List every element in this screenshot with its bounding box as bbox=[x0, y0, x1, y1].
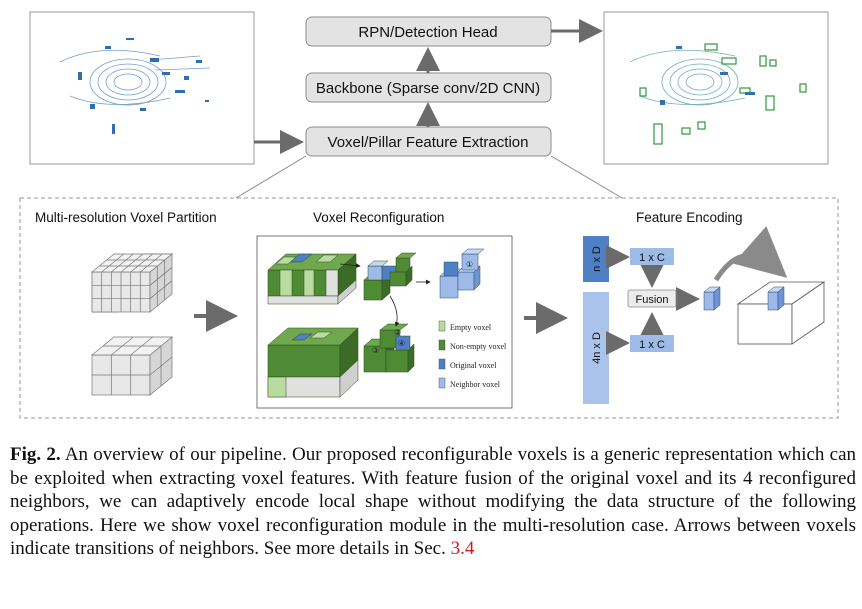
section-title-partition: Multi-resolution Voxel Partition bbox=[35, 210, 217, 225]
section-title-encoding: Feature Encoding bbox=[636, 210, 743, 225]
legend-original: Original voxel bbox=[438, 358, 497, 370]
reconfig-markers: ① ② ③ ④ bbox=[372, 260, 473, 355]
fine-voxel-grid bbox=[91, 253, 173, 313]
coarse-voxel-grid bbox=[91, 336, 173, 396]
caption-text: An overview of our pipeline. Our propose… bbox=[10, 444, 857, 559]
section-title-reconfiguration: Voxel Reconfiguration bbox=[313, 210, 444, 225]
legend-original-label: Original voxel bbox=[450, 361, 497, 370]
onexc-top-label: 1 x C bbox=[639, 252, 665, 264]
caption-section-link[interactable]: 3.4 bbox=[450, 538, 475, 559]
backbone-label: Backbone (Sparse conv/2D CNN) bbox=[316, 80, 540, 97]
legend-empty-label: Empty voxel bbox=[450, 323, 492, 332]
backbone-box: Backbone (Sparse conv/2D CNN) bbox=[305, 72, 552, 103]
onexc-bottom-label: 1 x C bbox=[639, 339, 665, 351]
legend-neighbor-label: Neighbor voxel bbox=[450, 380, 501, 389]
input-point-cloud bbox=[29, 11, 255, 165]
marker-2: ② bbox=[394, 328, 401, 337]
onexc-bottom-box bbox=[630, 335, 674, 352]
reconfig-legend: Empty voxel Non-empty voxel Original vox… bbox=[438, 320, 507, 389]
onexc-top-box bbox=[630, 248, 674, 265]
marker-4: ④ bbox=[398, 339, 405, 348]
fourxnd-bar bbox=[583, 292, 609, 404]
feature-extraction-label: Voxel/Pillar Feature Extraction bbox=[328, 134, 529, 151]
reconfiguration-panel: ① ② ③ ④ Empty voxel Non-empty voxel Orig… bbox=[256, 235, 513, 409]
nxd-bar bbox=[583, 236, 609, 282]
curved-arrow bbox=[713, 226, 788, 282]
nxd-label: n x D bbox=[591, 246, 603, 272]
target-voxel-box bbox=[736, 281, 826, 345]
feature-extraction-box: Voxel/Pillar Feature Extraction bbox=[305, 126, 552, 157]
legend-non-empty-label: Non-empty voxel bbox=[450, 342, 507, 351]
encoded-feature-small bbox=[703, 286, 721, 311]
figure-caption: Fig. 2. An overview of our pipeline. Our… bbox=[10, 443, 856, 561]
pipeline-arrows bbox=[254, 19, 603, 154]
head-box: RPN/Detection Head bbox=[305, 16, 552, 47]
caption-label: Fig. 2. bbox=[10, 444, 61, 465]
output-detections bbox=[603, 11, 829, 165]
fusion-label: Fusion bbox=[635, 294, 668, 306]
fourxnd-label: 4n x D bbox=[591, 332, 603, 364]
fusion-box bbox=[627, 289, 677, 308]
detail-panel bbox=[19, 197, 839, 419]
head-label: RPN/Detection Head bbox=[358, 24, 497, 41]
legend-non-empty: Non-empty voxel bbox=[438, 339, 507, 351]
marker-1: ① bbox=[466, 260, 473, 269]
legend-neighbor: Neighbor voxel bbox=[438, 377, 501, 389]
marker-3: ③ bbox=[372, 346, 379, 355]
pipeline-figure: RPN/Detection Head Backbone (Sparse conv… bbox=[19, 11, 839, 419]
zoom-lines bbox=[235, 155, 623, 199]
legend-empty: Empty voxel bbox=[438, 320, 492, 332]
feature-encoding: n x D 4n x D 1 x C Fusion 1 x C bbox=[583, 226, 826, 404]
